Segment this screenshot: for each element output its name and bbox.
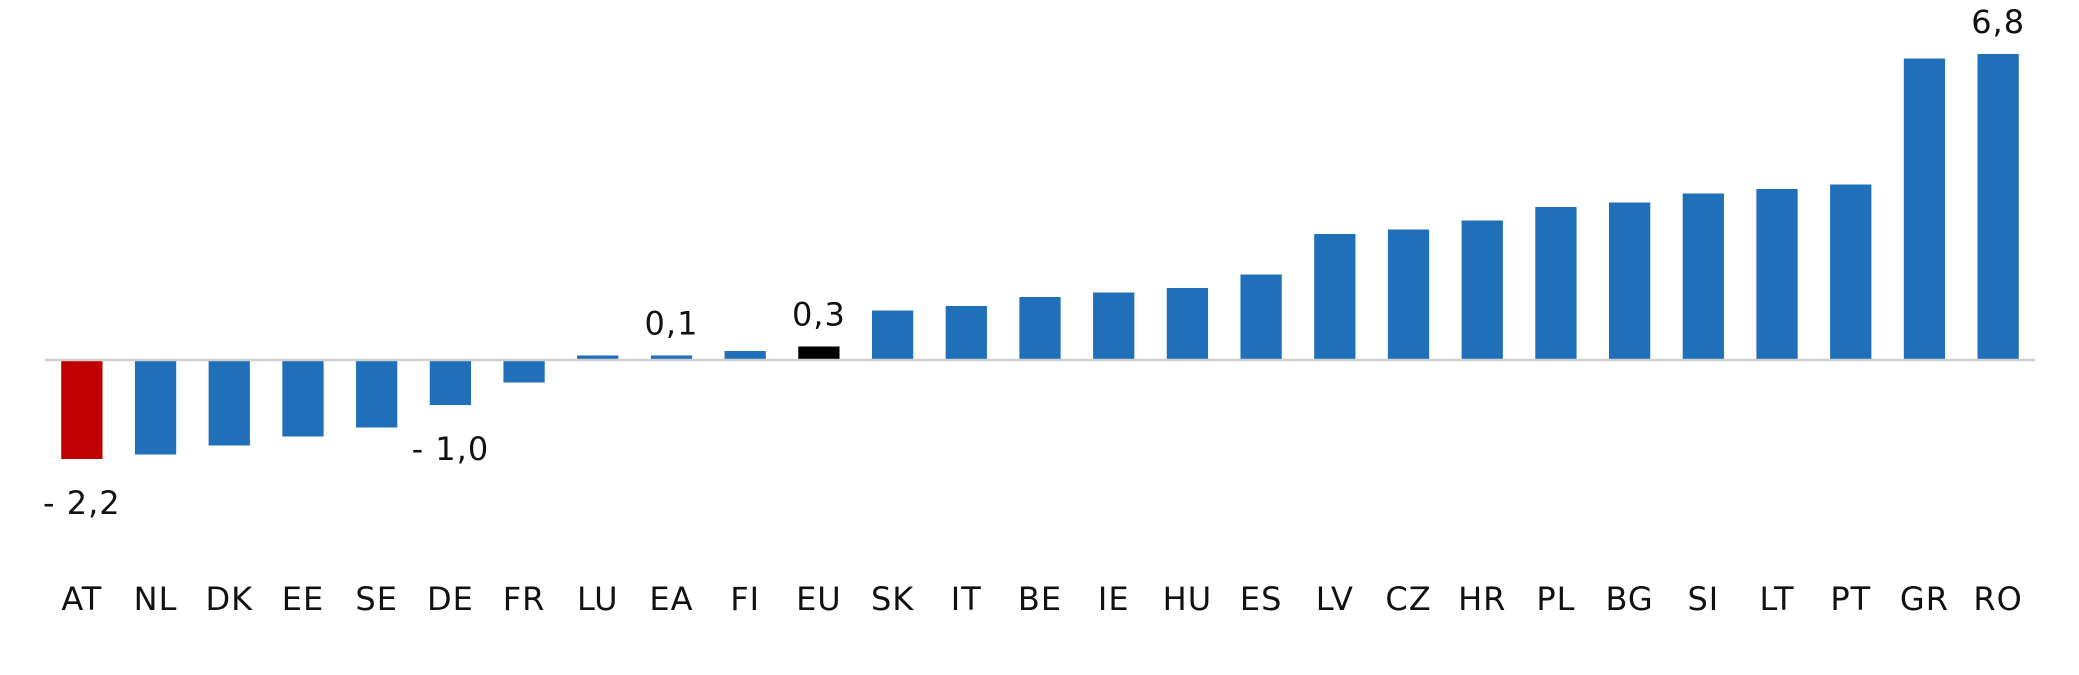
bar [208,360,250,446]
x-tick-label: FR [503,580,546,618]
x-tick-label: SK [871,580,914,618]
x-tick-label: CZ [1385,580,1431,618]
bar [1535,207,1577,360]
x-tick-label: EA [649,580,693,618]
x-tick-label: FI [730,580,760,618]
bar [1830,184,1872,360]
x-tick-label: RO [1973,580,2022,618]
x-tick-label: LU [577,580,619,618]
x-tick-label: HU [1163,580,1212,618]
value-label: 0,3 [792,296,846,334]
bar [1682,193,1724,360]
bar [1903,58,1946,360]
bar [1166,288,1209,360]
bar [577,355,619,360]
bar [871,310,914,360]
bar [1756,189,1798,360]
x-tick-label: LV [1316,580,1354,618]
bar [1387,229,1430,360]
bar [1019,297,1061,360]
x-tick-label: EU [796,580,842,618]
x-tick-label: BG [1606,580,1654,618]
x-tick-label: SI [1687,580,1719,618]
x-tick-label: DE [427,580,474,618]
x-tick-label: LT [1760,580,1795,618]
bar [724,351,766,360]
bar [429,360,472,405]
x-tick-label: ES [1240,580,1283,618]
bar [1093,292,1135,360]
x-tick-label: HR [1458,580,1506,618]
bar [503,360,545,383]
bar [650,355,693,360]
bar [356,360,398,428]
x-tick-label: NL [134,580,178,618]
bar [134,360,177,455]
x-tick-label: SE [355,580,398,618]
x-tick-label: BE [1018,580,1062,618]
value-label: 0,1 [645,305,699,343]
x-tick-label: IE [1098,580,1130,618]
value-label: 6,8 [1971,3,2025,41]
x-tick-label: IT [951,580,982,618]
x-tick-label: EE [282,580,324,618]
x-tick-label: PT [1830,580,1871,618]
bar [61,360,103,459]
bar [1608,202,1651,360]
x-tick-label: DK [205,580,253,618]
bar [1314,234,1356,360]
value-label: - 2,2 [43,484,121,522]
bar [1977,54,2019,360]
x-tick-label: GR [1900,580,1949,618]
bar [945,306,987,360]
x-tick-label: AT [61,580,102,618]
x-tick-label: PL [1536,580,1575,618]
bar [1461,220,1503,360]
bar [798,346,840,360]
value-label: - 1,0 [412,430,490,468]
bar [282,360,324,437]
bar [1240,274,1282,360]
